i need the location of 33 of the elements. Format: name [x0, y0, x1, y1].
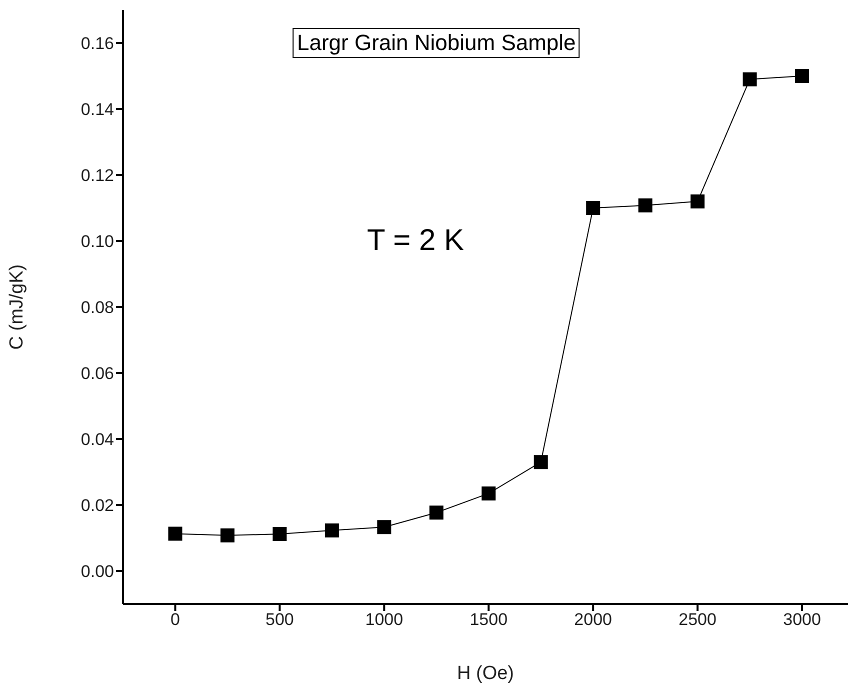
y-axis-title: C (mJ/gK) [6, 264, 28, 350]
point [220, 528, 234, 542]
point [534, 455, 548, 470]
y-tick-label: 0.02 [80, 496, 114, 516]
y-tick-label: 0.00 [80, 562, 114, 582]
point [168, 526, 182, 541]
point [482, 486, 496, 500]
x-tick-label: 2500 [678, 610, 716, 630]
x-axis-title: H (Oe) [457, 663, 514, 684]
point [272, 527, 287, 542]
point [638, 198, 652, 212]
y-tick-label: 0.08 [80, 298, 114, 318]
y-tick-label: 0.06 [80, 364, 114, 384]
y-tick-label: 0.10 [80, 232, 114, 252]
y-tick-label: 0.12 [80, 166, 114, 186]
point [377, 520, 392, 534]
x-tick-label: 3000 [783, 610, 821, 630]
point [742, 72, 757, 86]
x-tick-label: 2000 [574, 610, 612, 630]
annotation: T = 2 K [366, 224, 464, 258]
x-tick-label: 0 [170, 610, 180, 630]
point [324, 523, 339, 538]
point [795, 69, 810, 83]
x-tick-label: 1000 [365, 610, 404, 630]
annotation: Largr Grain Niobium Sample [293, 28, 580, 58]
x-tick-label: 1500 [470, 610, 508, 630]
x-tick-label: 500 [266, 610, 294, 630]
y-tick-label: 0.16 [80, 34, 114, 54]
point [429, 506, 444, 520]
point [586, 201, 600, 215]
y-tick-label: 0.04 [80, 430, 114, 450]
point [690, 194, 705, 208]
y-tick-label: 0.14 [80, 100, 114, 120]
